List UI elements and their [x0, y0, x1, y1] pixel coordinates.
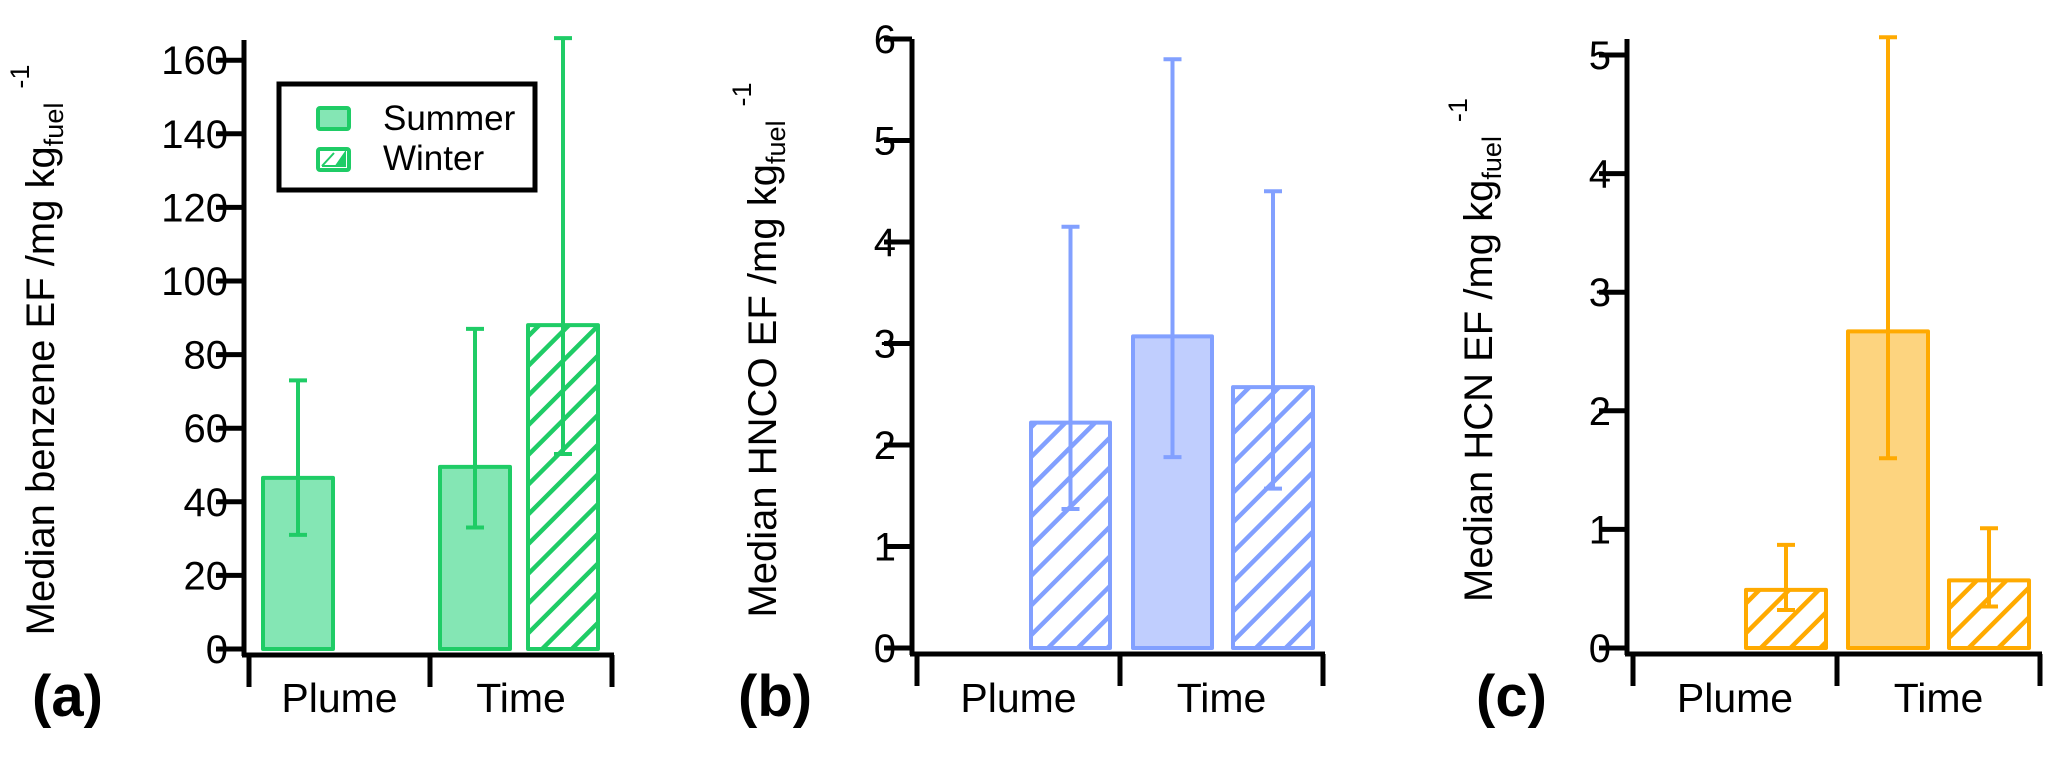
error-bar-summer-time [1879, 35, 1897, 461]
y-axis-label-main: Median benzene EF /mg kg [19, 146, 63, 635]
y-tick-label: 5 [1589, 34, 1611, 78]
x-axis [242, 652, 615, 687]
y-tick-label: 2 [1589, 390, 1611, 434]
y-tick-label: 120 [161, 186, 228, 230]
panel-hcn: 0 1 2 3 4 5 Plume Time Median HCN EF /mg kgfuel-… [1443, 34, 2043, 729]
panel-label: (b) [738, 664, 812, 729]
y-tick-label: 80 [184, 334, 229, 378]
y-tick-label: 1 [874, 526, 896, 570]
y-axis-label-subscript: fuel [39, 103, 69, 147]
y-tick-label: 0 [1589, 627, 1611, 671]
y-tick-label: 0 [874, 627, 896, 671]
y-tick-label: 4 [1589, 153, 1611, 197]
y-axis-label-superscript: -1 [1443, 98, 1473, 122]
y-axis-label: Median HCN EF /mg kgfuel-1 [1443, 98, 1507, 602]
y-tick-label: 100 [161, 260, 228, 304]
panel-benzene: 0 20 40 60 80 100 120 140 160 Plume Time Median ben… [5, 36, 615, 729]
y-tick-label: 20 [184, 554, 229, 598]
y-axis-label-subscript: fuel [761, 121, 791, 165]
error-bar-summer-time [466, 326, 484, 530]
error-bar-winter-plume [1777, 542, 1795, 613]
y-tick-label: 3 [874, 323, 896, 367]
y-axis-label: Median HNCO EF /mg kgfuel-1 [727, 82, 791, 617]
legend-swatch-summer [316, 106, 351, 131]
error-bar-winter-time [554, 36, 572, 456]
legend-label-summer: Summer [383, 99, 516, 138]
x-category-label: Plume [281, 675, 397, 721]
x-category-label: Time [476, 675, 566, 721]
x-category-label: Plume [960, 675, 1076, 721]
y-tick-label: 2 [874, 424, 896, 468]
y-tick-label: 140 [161, 113, 228, 157]
y-axis-label-main: Median HNCO EF /mg kg [741, 164, 785, 617]
error-bar-winter-plume [1061, 224, 1080, 511]
y-axis-label-superscript: -1 [5, 65, 35, 89]
y-tick-label: 0 [206, 628, 228, 672]
y-tick-label: 160 [161, 39, 228, 83]
x-axis [910, 651, 1326, 686]
x-category-label: Time [1894, 675, 1984, 721]
y-axis [216, 40, 247, 656]
y-axis-label: Median benzene EF /mg kgfuel-1 [5, 65, 69, 636]
legend-hatch-glyph [321, 149, 346, 167]
error-bar-winter-time [1980, 526, 1998, 609]
x-axis [1625, 651, 2043, 686]
y-axis-label-main: Median HCN EF /mg kg [1457, 180, 1501, 602]
error-bar-summer-time [1163, 57, 1182, 460]
y-axis [884, 36, 915, 655]
y-tick-label: 60 [184, 407, 229, 451]
y-tick-label: 6 [874, 18, 896, 62]
x-category-label: Time [1177, 675, 1267, 721]
panel-label: (c) [1476, 664, 1547, 729]
y-tick-label: 4 [874, 221, 896, 265]
x-category-label: Plume [1677, 675, 1793, 721]
panel-hnco: 0 1 2 3 4 5 6 Plume Time Median HNCO EF /mg kgfue… [727, 18, 1326, 729]
legend-box [276, 81, 538, 193]
y-tick-label: 5 [874, 120, 896, 164]
y-tick-label: 3 [1589, 271, 1611, 315]
panel-label: (a) [32, 664, 103, 729]
error-bar-summer-plume [289, 378, 307, 537]
y-axis [1599, 39, 1630, 655]
y-tick-label: 40 [184, 481, 229, 525]
y-axis-label-subscript: fuel [1477, 136, 1507, 180]
legend-label-winter: Winter [383, 139, 484, 178]
error-bar-winter-time [1264, 189, 1282, 491]
y-axis-label-superscript: -1 [727, 82, 757, 106]
y-tick-label: 1 [1589, 508, 1611, 552]
